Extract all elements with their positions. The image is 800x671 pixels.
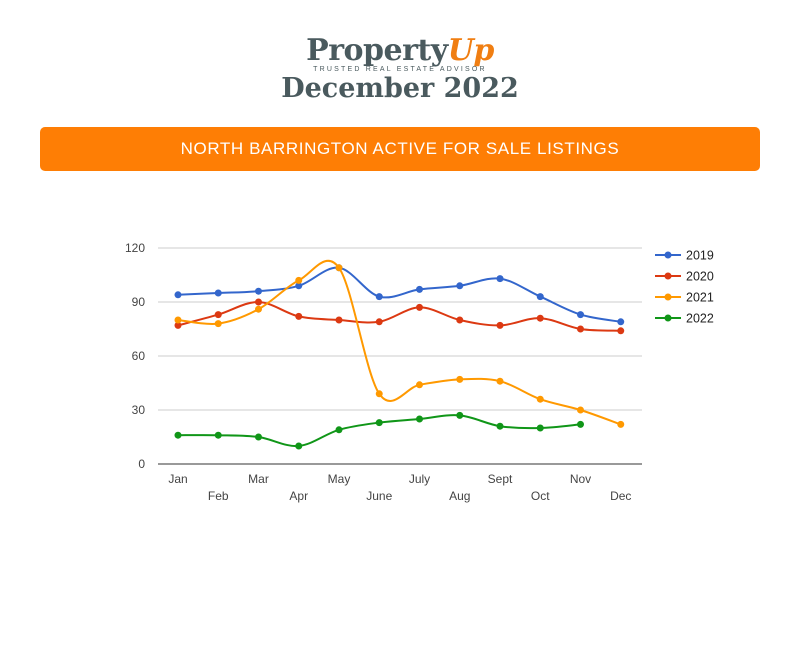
data-point [214, 311, 222, 319]
legend-label: 2020 [686, 270, 714, 284]
x-axis-ticks: Jan Feb Mar Apr May June July Aug Sept Oct Nov Dec [168, 472, 631, 503]
chart-title-banner: NORTH BARRINGTON ACTIVE FOR SALE LISTING… [40, 127, 760, 171]
legend-item-2019: 2019 [655, 249, 714, 263]
data-point [295, 276, 303, 284]
report-date: December 2022 [281, 73, 519, 104]
data-point [577, 420, 584, 428]
data-point [416, 285, 423, 293]
x-tick-label: Mar [248, 472, 269, 486]
x-tick-label: Nov [570, 472, 591, 486]
data-point [496, 321, 504, 329]
chart-grid [158, 247, 642, 465]
data-point [617, 420, 625, 428]
logo-name: PropertyUp [0, 34, 800, 68]
data-point [496, 275, 504, 283]
data-point [496, 377, 504, 385]
data-point [536, 424, 544, 432]
series-2021 [174, 259, 625, 428]
data-point [335, 264, 343, 272]
data-point [577, 325, 584, 333]
data-point [375, 293, 383, 301]
legend-swatch-dot [664, 314, 672, 322]
series-2022 [174, 411, 584, 450]
legend-label: 2021 [686, 291, 714, 305]
x-tick-label: July [409, 472, 430, 486]
data-point [456, 282, 464, 290]
legend-label: 2022 [686, 312, 714, 326]
legend-label: 2019 [686, 249, 714, 263]
series-2020 [174, 298, 625, 335]
data-point [174, 291, 182, 299]
data-point [536, 314, 544, 322]
data-point [295, 442, 303, 450]
chart-series [174, 259, 625, 450]
data-point [416, 303, 423, 311]
legend-item-2022: 2022 [655, 312, 714, 326]
data-point [295, 282, 303, 290]
series-2019 [174, 264, 625, 326]
x-tick-label: Sept [488, 472, 513, 486]
y-tick-label: 0 [138, 457, 145, 471]
x-tick-label: Jan [168, 472, 187, 486]
data-point [416, 415, 423, 423]
data-point [255, 298, 262, 306]
data-point [255, 433, 262, 441]
data-point [255, 287, 262, 295]
legend-item-2021: 2021 [655, 291, 714, 305]
data-point [416, 381, 423, 389]
data-point [456, 375, 464, 383]
data-point [174, 321, 182, 329]
data-point [536, 395, 544, 403]
data-point [617, 327, 625, 335]
data-point [214, 431, 222, 439]
legend-item-2020: 2020 [655, 270, 714, 284]
legend-swatch-dot [664, 293, 672, 301]
x-tick-label: May [328, 472, 351, 486]
x-tick-label: Feb [208, 489, 229, 503]
logo: PropertyUp TRUSTED REAL ESTATE ADVISOR D… [0, 34, 800, 104]
data-point [255, 305, 262, 313]
x-tick-label: June [366, 489, 392, 503]
data-point [214, 289, 222, 297]
y-tick-label: 60 [132, 349, 146, 363]
data-point [214, 320, 222, 328]
data-point [496, 422, 504, 430]
data-point [536, 293, 544, 301]
y-axis-ticks: 0 30 60 90 120 [125, 241, 145, 471]
logo-tagline: TRUSTED REAL ESTATE ADVISOR [313, 66, 487, 73]
chart-legend: 2019 2020 2021 2022 [655, 249, 714, 326]
data-point [295, 312, 303, 320]
y-tick-label: 120 [125, 241, 145, 255]
data-point [375, 318, 383, 326]
series-line-2021 [177, 259, 622, 426]
legend-swatch-dot [664, 272, 672, 280]
x-tick-label: Aug [449, 489, 470, 503]
data-point [577, 406, 584, 414]
legend-swatch-dot [664, 251, 672, 259]
data-point [617, 318, 625, 326]
data-point [456, 316, 464, 324]
y-tick-label: 90 [132, 295, 146, 309]
x-tick-label: Apr [289, 489, 308, 503]
data-point [174, 316, 182, 324]
data-point [375, 390, 383, 398]
data-point [375, 419, 383, 427]
data-point [335, 316, 343, 324]
data-point [335, 426, 343, 434]
data-point [174, 431, 182, 439]
y-tick-label: 30 [132, 403, 146, 417]
logo-name-main: Property [306, 33, 448, 68]
data-point [577, 311, 584, 319]
logo-name-accent: Up [447, 33, 495, 68]
data-point [456, 411, 464, 419]
x-tick-label: Dec [610, 489, 631, 503]
chart-title: NORTH BARRINGTON ACTIVE FOR SALE LISTING… [180, 139, 620, 158]
x-tick-label: Oct [531, 489, 550, 503]
